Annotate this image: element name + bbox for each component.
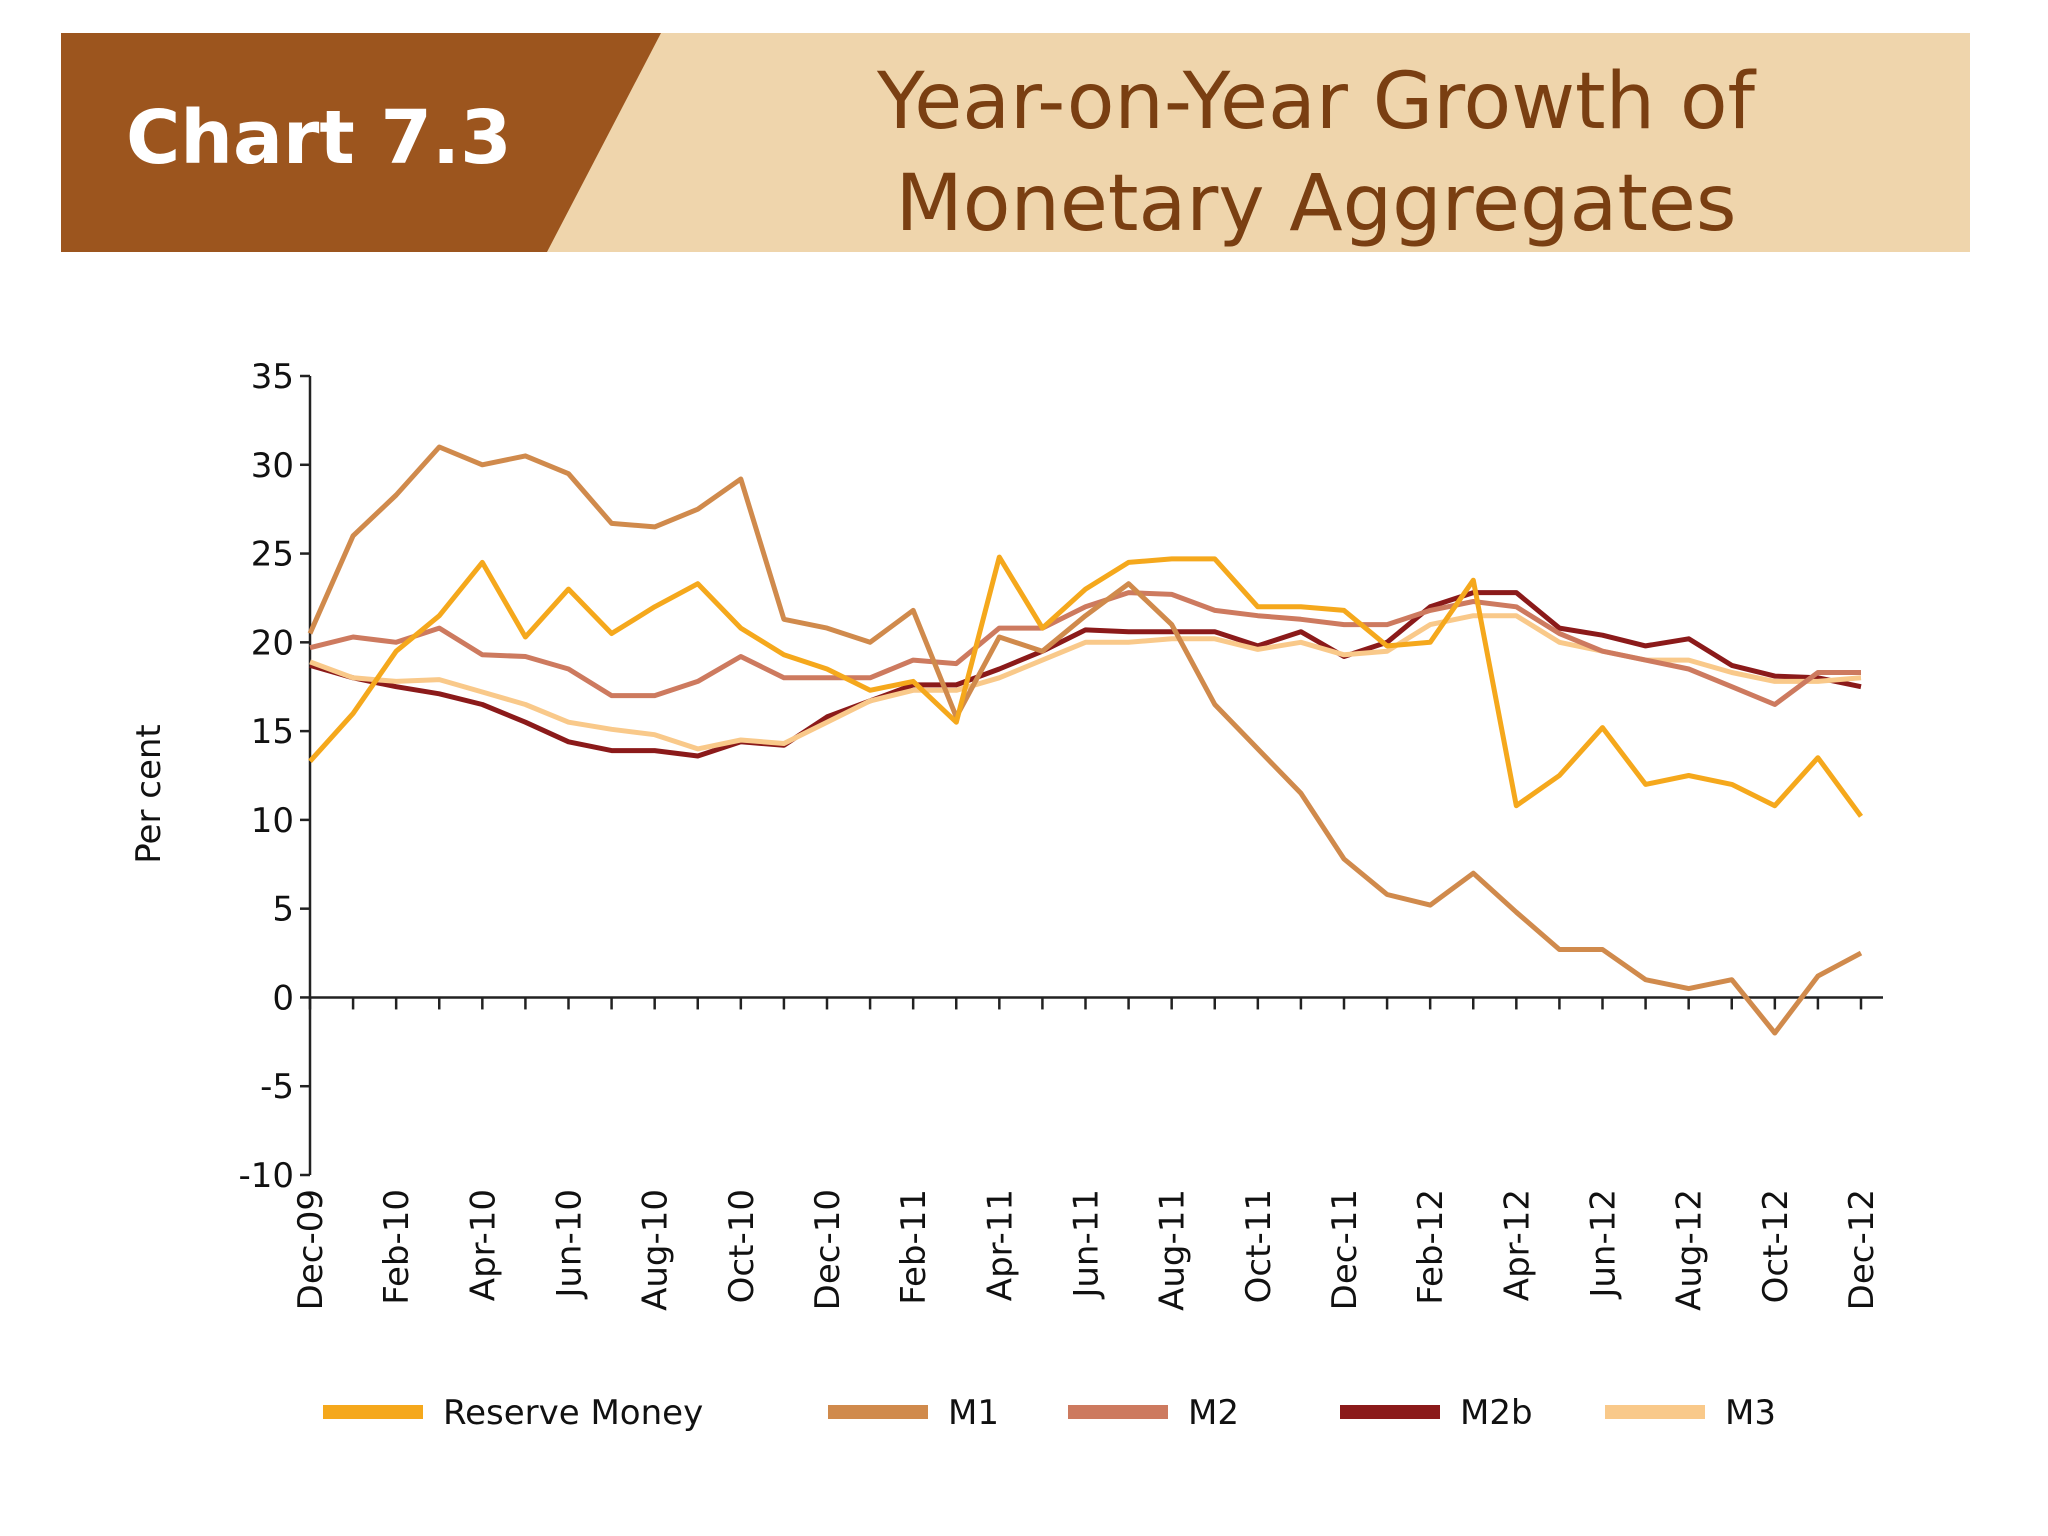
series-line <box>309 590 1862 759</box>
legend-label: Reserve Money <box>443 1393 703 1433</box>
x-tick-label: Aug-11 <box>1153 1189 1193 1311</box>
legend-label: M1 <box>948 1393 999 1433</box>
legend-label: M2b <box>1460 1393 1533 1433</box>
x-tick-label: Dec-09 <box>291 1189 331 1310</box>
x-tick-label: Aug-10 <box>636 1189 676 1311</box>
x-tick-label: Dec-11 <box>1325 1189 1365 1310</box>
chart-number: Chart 7.3 <box>126 95 512 181</box>
series-line <box>309 590 1861 707</box>
y-tick-label: 5 <box>272 890 294 930</box>
y-tick-label: 35 <box>251 357 294 397</box>
legend-label: M3 <box>1725 1393 1776 1433</box>
series-line <box>308 554 1864 818</box>
y-tick-label: -5 <box>260 1067 294 1107</box>
y-tick-label: 10 <box>251 801 294 841</box>
x-tick-label: Oct-11 <box>1239 1189 1279 1303</box>
x-tick-label: Oct-12 <box>1756 1189 1796 1303</box>
x-tick-label: Aug-12 <box>1670 1189 1710 1311</box>
y-tick-label: -10 <box>238 1156 294 1196</box>
x-tick-label: Oct-10 <box>722 1189 762 1303</box>
x-tick-label: Apr-11 <box>980 1189 1020 1301</box>
x-tick-label: Dec-10 <box>808 1189 848 1310</box>
chart-title: Year-on-Year Growth of Monetary Aggregat… <box>876 57 1756 249</box>
x-tick-label: Jun-10 <box>550 1189 590 1300</box>
x-tick-label: Feb-12 <box>1411 1189 1451 1305</box>
legend-label: M2 <box>1188 1393 1239 1433</box>
series-line <box>307 444 1863 1036</box>
y-tick-label: 20 <box>251 623 294 663</box>
x-tick-label: Feb-10 <box>377 1189 417 1305</box>
y-tick-label: 0 <box>272 978 294 1018</box>
y-tick-label: 15 <box>251 712 294 752</box>
y-tick-label: 30 <box>251 446 294 486</box>
x-tick-label: Apr-12 <box>1497 1189 1537 1301</box>
x-tick-label: Feb-11 <box>894 1189 934 1305</box>
x-tick-label: Apr-10 <box>463 1189 503 1301</box>
y-axis-label: Per cent <box>129 724 169 864</box>
x-tick-label: Jun-12 <box>1584 1189 1624 1300</box>
header: Chart 7.3 Year-on-Year Growth of Monetar… <box>61 33 1970 252</box>
y-tick-label: 25 <box>251 535 294 575</box>
x-tick-label: Dec-12 <box>1842 1189 1882 1310</box>
chart-number-band <box>61 33 661 252</box>
x-tick-label: Jun-11 <box>1067 1189 1107 1300</box>
